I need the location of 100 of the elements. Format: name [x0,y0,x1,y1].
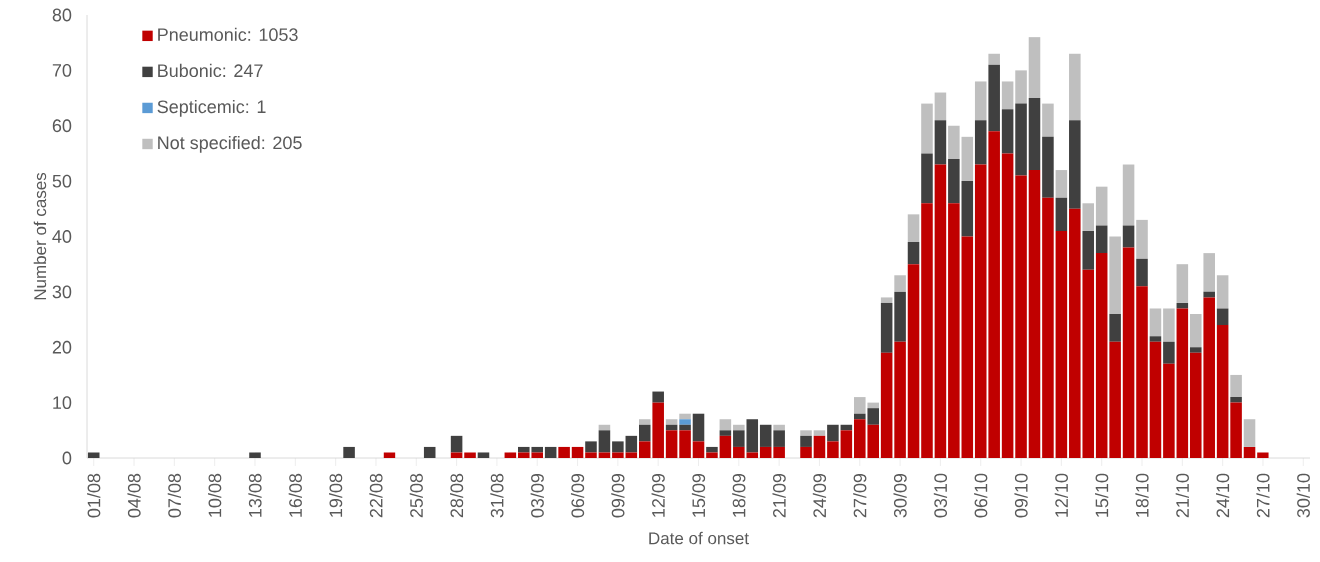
bar [464,452,476,458]
x-tick-label: 04/08 [127,473,141,518]
bar [1055,170,1068,198]
bar [1109,341,1121,458]
bar [1203,253,1215,292]
bar [880,352,893,458]
bar [1042,197,1054,458]
y-tick-label: 70 [52,63,72,77]
x-tick-label: 24/10 [1216,473,1230,518]
bar [558,446,570,458]
bar [1176,308,1189,458]
bar [706,452,718,458]
bar [1230,374,1242,398]
bar [706,446,718,453]
bar [1136,219,1148,259]
bar [504,452,517,458]
bar [719,419,732,431]
bar [249,452,261,458]
bar [1082,203,1095,231]
x-tick-label: 12/09 [651,473,665,517]
bar [921,153,933,204]
x-tick-label: 18/10 [1135,473,1149,517]
bar [894,291,906,342]
y-tick-label: 20 [52,340,72,354]
bar [1001,153,1014,458]
bar [665,430,678,458]
bar [585,452,597,458]
x-tick-label: 21/09 [772,473,786,518]
bar [1189,314,1202,348]
x-tick-label: 25/08 [409,473,423,518]
y-tick-label: 10 [53,396,72,410]
bar [1028,170,1041,458]
x-tick-label: 01/08 [87,473,101,518]
bar [679,419,691,425]
bar [813,430,826,436]
bar [1230,397,1242,403]
bar [813,435,826,458]
x-tick-label: 27/10 [1256,473,1270,518]
bar [87,452,100,458]
bar [759,446,772,458]
bar [934,120,947,165]
x-tick-label: 12/10 [1054,473,1068,517]
x-tick-label: 22/08 [369,473,383,518]
bar [638,424,651,442]
x-tick-label: 10/08 [208,473,222,517]
x-tick-label: 15/10 [1095,473,1109,517]
bar [544,446,557,458]
bar [1189,347,1202,353]
bar [948,203,960,458]
y-tick-label: 30 [52,285,72,299]
bar [880,302,893,353]
bar [1122,225,1135,248]
y-axis-title: Number of cases [33,172,47,300]
bar [1163,341,1175,364]
bar [1069,53,1081,121]
bar [961,181,974,237]
bar [423,446,436,458]
bar [477,452,490,458]
bar [1095,253,1108,458]
bar [1069,120,1081,209]
bar [894,275,906,292]
x-tick-label: 06/10 [974,473,988,518]
bar [665,419,678,425]
bar [773,446,785,458]
x-tick-label: 15/09 [691,473,706,517]
bar [1163,363,1175,458]
bar [773,424,785,431]
x-tick-label: 07/08 [167,473,181,518]
bar [1001,81,1014,110]
bar [1109,236,1121,315]
bar [1136,258,1148,287]
bar [948,125,960,159]
bar [1028,37,1041,99]
y-tick-label: 50 [52,174,72,188]
bar [1149,341,1162,458]
bar [625,435,638,453]
bar [1149,336,1162,342]
bar [1243,446,1256,458]
bar [1015,70,1027,104]
bar [921,103,933,154]
x-tick-label: 13/08 [248,473,262,517]
bar [638,419,651,425]
legend-label: Not specified: 205 [158,135,302,153]
legend-label: Pneumonic: 1053 [158,27,298,42]
bar [1122,164,1135,226]
x-tick-label: 24/09 [812,473,827,518]
bar [921,203,933,458]
y-tick-label: 80 [52,8,72,22]
bar [383,452,396,458]
bar [961,136,974,182]
bar [1001,109,1014,154]
x-tick-label: 21/10 [1175,473,1189,518]
bar [1216,325,1229,458]
bar [907,264,920,458]
legend-label: Bubonic: 247 [158,63,263,78]
bar [1095,186,1108,226]
legend-label: Septicemic: 1 [157,99,266,117]
bar [612,452,624,458]
bar [598,452,611,458]
bar [961,236,974,458]
